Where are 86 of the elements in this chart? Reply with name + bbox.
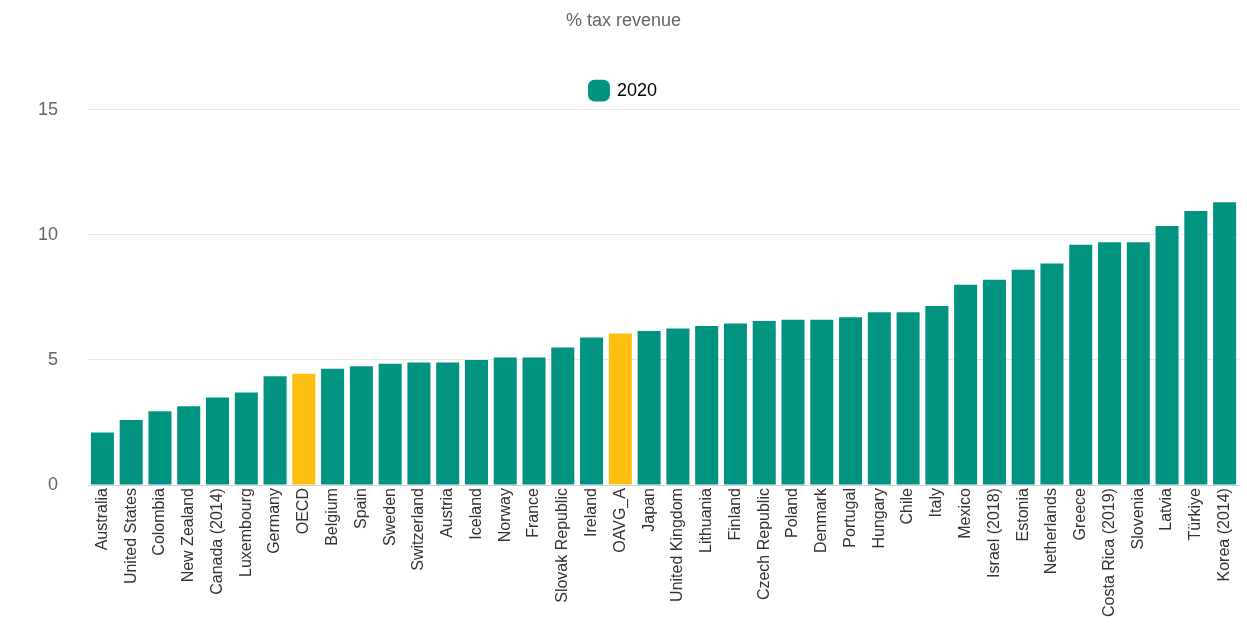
bar: [637, 331, 661, 485]
x-tick-label: Lithuania: [697, 487, 715, 554]
bar: [234, 392, 258, 485]
bar: [1155, 225, 1179, 485]
bar: [781, 319, 805, 485]
bar: [206, 397, 230, 485]
bar: [177, 406, 201, 485]
x-tick-label: Estonia: [1013, 487, 1031, 542]
x-tick-label: Czech Republic: [754, 488, 772, 601]
bar: [522, 357, 546, 485]
y-tick-label: 5: [48, 348, 59, 369]
x-tick-label: Korea (2014): [1215, 488, 1233, 582]
bar: [1184, 210, 1208, 485]
bar: [148, 411, 172, 485]
x-tick-label: Poland: [783, 488, 801, 538]
x-tick-label: Mexico: [956, 487, 974, 539]
bar: [1098, 242, 1122, 485]
bar: [551, 347, 575, 485]
bar: [666, 328, 690, 485]
bar: [1069, 244, 1093, 485]
bar: [608, 333, 632, 485]
x-tick-label: Slovenia: [1128, 487, 1146, 550]
x-tick-label: Türkiye: [1186, 487, 1204, 541]
bar: [896, 312, 920, 485]
bar: [810, 319, 834, 485]
y-tick-label: 0: [48, 474, 59, 495]
bar: [436, 362, 460, 485]
x-tick-label: Switzerland: [409, 488, 427, 571]
bar: [90, 432, 114, 485]
x-tick-label: Australia: [92, 487, 110, 551]
bar: [378, 363, 402, 485]
bar: [1011, 269, 1035, 485]
x-tick-label: Israel (2018): [984, 488, 1002, 578]
x-tick-label: Iceland: [466, 488, 484, 540]
x-tick-label: New Zealand: [179, 488, 197, 583]
x-tick-label: France: [524, 487, 542, 538]
x-tick-label: Japan: [639, 488, 657, 532]
x-tick-label: Norway: [495, 488, 513, 543]
bar: [292, 373, 316, 485]
x-tick-label: Greece: [1071, 487, 1089, 541]
bar: [982, 279, 1006, 485]
bar: [119, 419, 143, 485]
bar: [407, 362, 431, 485]
x-tick-label: Portugal: [840, 488, 858, 548]
x-tick-label: OAVG_A: [610, 487, 629, 553]
bar: [925, 306, 949, 485]
bar: [1126, 242, 1150, 485]
bar: [493, 357, 517, 485]
x-tick-label: Hungary: [869, 488, 887, 549]
x-tick-label: Costa Rica (2019): [1099, 488, 1117, 618]
x-tick-label: Finland: [725, 488, 743, 541]
x-tick-label: Slovak Republic: [553, 488, 571, 603]
x-tick-label: OECD: [294, 488, 312, 535]
x-tick-label: Latvia: [1157, 487, 1175, 531]
x-tick-label: Chile: [898, 487, 916, 525]
bar: [752, 321, 776, 485]
x-tick-label: United States: [121, 488, 139, 585]
bar: [954, 284, 978, 485]
bar: [580, 337, 604, 485]
bar: [1213, 202, 1237, 485]
bar: [1040, 263, 1064, 485]
y-tick-label: 10: [37, 223, 59, 244]
chart-subtitle: % tax revenue: [565, 9, 682, 30]
x-tick-label: Spain: [351, 488, 369, 529]
bar: [723, 323, 747, 485]
x-tick-label: United Kingdom: [668, 488, 686, 602]
x-tick-label: Austria: [438, 487, 456, 538]
bar: [695, 326, 719, 485]
x-tick-label: Netherlands: [1042, 488, 1060, 575]
legend-label: 2020: [616, 79, 658, 100]
x-tick-label: Germany: [265, 488, 283, 554]
bar: [464, 359, 488, 485]
x-tick-label: Canada (2014): [207, 488, 225, 595]
x-tick-label: Ireland: [581, 488, 599, 537]
x-tick-label: Luxembourg: [236, 488, 254, 578]
bar: [349, 366, 373, 485]
bar: [321, 368, 345, 485]
bar: [839, 317, 863, 485]
x-tick-label: Italy: [927, 488, 945, 518]
x-tick-label: Colombia: [150, 487, 168, 556]
y-tick-label: 15: [37, 98, 59, 119]
x-tick-label: Belgium: [323, 488, 341, 546]
bar: [263, 376, 287, 485]
x-tick-label: Sweden: [380, 488, 398, 546]
x-tick-label: Denmark: [812, 487, 830, 553]
bar: [867, 312, 891, 485]
